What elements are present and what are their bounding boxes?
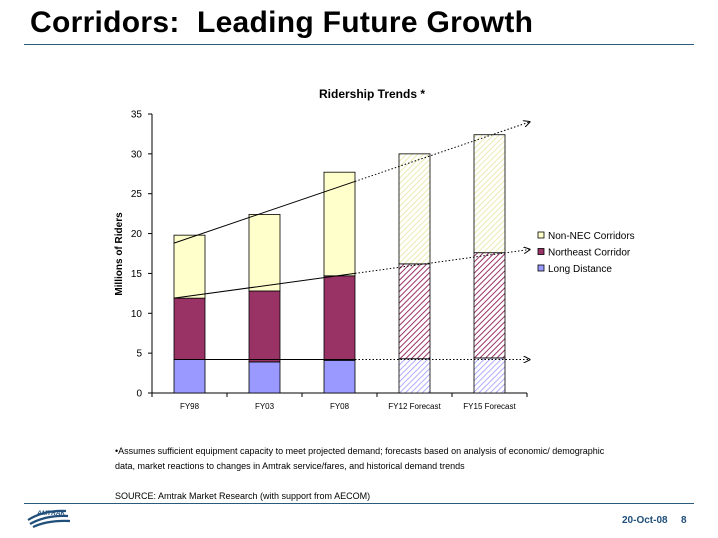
x-tick-label: FY98 <box>180 402 200 411</box>
bar-segment-northeast-corridor <box>398 263 431 360</box>
bar-segment-northeast-corridor <box>248 290 281 363</box>
footer-date: 20-Oct-08 <box>622 515 668 526</box>
y-tick-label: 35 <box>131 110 143 121</box>
legend: Non-NEC Corridors Northeast Corridor Long … <box>535 228 671 278</box>
y-tick-label: 0 <box>136 389 142 400</box>
bar-segment-long-distance <box>473 357 506 394</box>
legend-label: Non-NEC Corridors <box>548 231 635 242</box>
bar-segment-northeast-corridor <box>323 275 356 361</box>
trend-line-historical <box>173 180 356 244</box>
trend-lines <box>173 122 530 360</box>
trend-line-forecast <box>354 122 530 182</box>
bar-segment-northeast-corridor <box>473 252 506 359</box>
y-axis-label: Millions of Riders <box>114 212 125 296</box>
chart-title: Ridership Trends * <box>319 87 425 101</box>
y-tick-label: 15 <box>131 269 143 280</box>
bar-segment-long-distance <box>398 358 431 394</box>
bar-segment-northeast-corridor <box>173 297 206 360</box>
bar-segment-non-nec-corridors <box>473 134 506 254</box>
x-tick-label: FY03 <box>255 402 275 411</box>
x-tick-label: FY12 Forecast <box>388 402 441 411</box>
legend-label: Northeast Corridor <box>548 248 631 259</box>
y-tick-labels: 0 5 10 15 20 25 30 35 <box>131 110 152 400</box>
y-tick-label: 30 <box>131 149 143 160</box>
bar-segment-non-nec-corridors <box>398 153 431 265</box>
trend-line-historical <box>173 272 356 299</box>
bars <box>173 134 506 394</box>
legend-box <box>535 228 671 278</box>
footnote: •Assumes sufficient equipment capacity t… <box>115 446 605 471</box>
page-number: 8 <box>681 515 687 526</box>
logo-wordmark: AMTRAK <box>36 510 66 517</box>
trend-line-forecast <box>354 250 530 274</box>
y-tick-label: 20 <box>131 229 143 240</box>
source-note: SOURCE: Amtrak Market Research (with sup… <box>115 491 371 501</box>
bar-segment-long-distance <box>248 361 281 394</box>
legend-swatch <box>537 248 545 255</box>
bar-segment-non-nec-corridors <box>323 171 356 277</box>
legend-swatch <box>537 264 545 272</box>
x-tick-label: FY15 Forecast <box>463 402 516 411</box>
title-divider <box>24 44 694 45</box>
bar-segment-non-nec-corridors <box>248 214 281 292</box>
bar-segment-long-distance <box>323 359 356 394</box>
amtrak-logo: AMTRAK <box>27 509 71 528</box>
y-tick-label: 5 <box>136 349 142 360</box>
legend-label: Long Distance <box>548 264 612 275</box>
bar-segment-long-distance <box>173 359 206 394</box>
y-tick-label: 10 <box>131 309 143 320</box>
x-tick-label: FY08 <box>330 402 350 411</box>
bar-segment-non-nec-corridors <box>173 234 206 299</box>
x-tick-labels: FY98 FY03 FY08 FY12 Forecast FY15 Forecast <box>151 393 528 411</box>
slide-title: Corridors: Leading Future Growth <box>30 6 534 39</box>
legend-swatch <box>537 231 545 239</box>
footer-divider <box>24 503 694 504</box>
y-tick-label: 25 <box>131 189 143 200</box>
